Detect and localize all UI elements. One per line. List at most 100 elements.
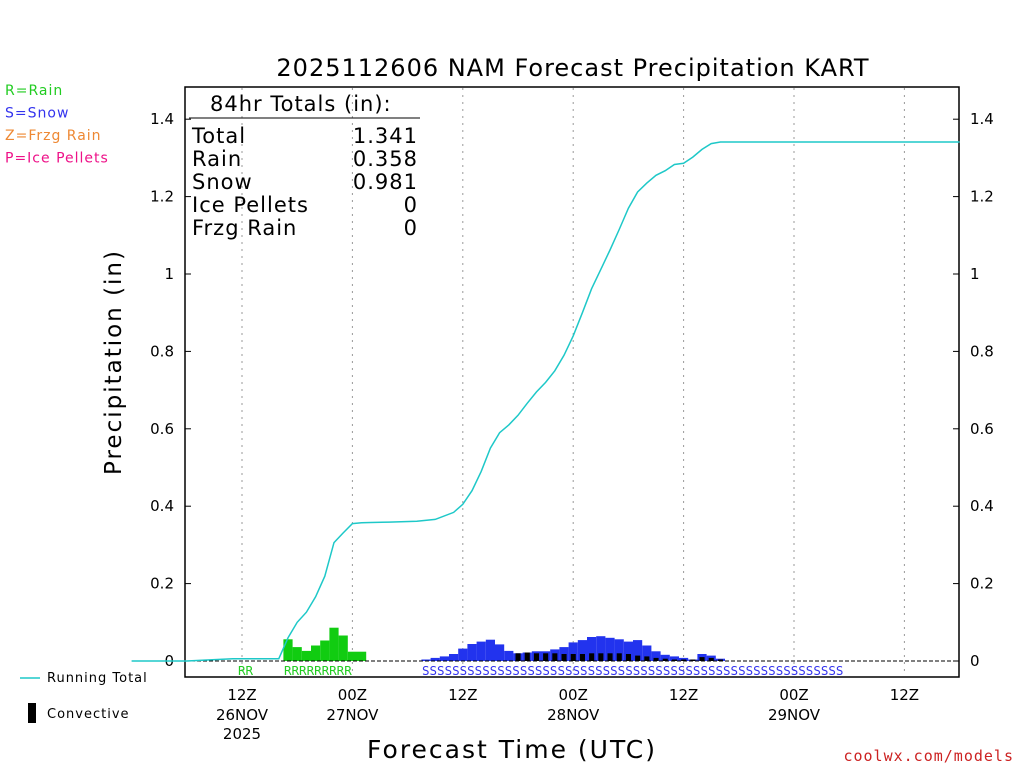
rain-bar (311, 645, 321, 661)
snow-bar (633, 640, 643, 661)
totals-row-value: 0 (404, 216, 418, 240)
precip-type-code: SSSSSSSSSSSSSSSSSSSSSSSSSSSSSSSSSSSSSSSS… (422, 663, 843, 678)
y-tick-label-left: 0.8 (150, 342, 174, 360)
snow-bar (439, 656, 449, 661)
precip-type-legend-item: Z=Frzg Rain (5, 128, 102, 144)
convective-bar (570, 654, 576, 661)
precip-type-legend: R=Rain S=Snow Z=Frzg Rain P=Ice Pellets (5, 83, 109, 167)
x-tick-year: 2025 (223, 725, 261, 743)
totals-row-value: 0.358 (353, 147, 418, 171)
snow-bar (614, 639, 624, 661)
y-tick-label-right: 0.6 (970, 420, 994, 438)
x-axis-label: Forecast Time (UTC) (367, 735, 657, 764)
convective-bar (607, 653, 613, 661)
snow-bar (605, 637, 615, 661)
totals-box: 84hr Totals (in): Total 1.341 Rain 0.358 Sno… (189, 92, 420, 240)
convective-legend-label: Convective (47, 707, 130, 722)
precip-type-legend-item: S=Snow (5, 106, 69, 122)
y-tick-label-left: 0.6 (150, 420, 174, 438)
rain-bar (357, 651, 367, 661)
convective-bar (543, 653, 549, 661)
rain-bar (347, 651, 357, 661)
y-tick-label-right: 1.2 (970, 188, 994, 206)
precip-type-code: RR (238, 663, 254, 678)
snow-bar (651, 651, 661, 661)
convective-bar (699, 657, 705, 661)
snow-bar (430, 657, 440, 661)
snow-bar (485, 639, 495, 661)
x-tick-label: 00Z (779, 686, 808, 704)
convective-bar (662, 658, 668, 661)
convective-bar (625, 654, 631, 661)
y-axis-label: Precipitation (in) (101, 249, 127, 475)
precip-type-legend-item: R=Rain (5, 83, 63, 99)
y-tick-label-left: 1.2 (150, 188, 174, 206)
snow-bar (623, 641, 633, 661)
convective-bar (671, 659, 677, 661)
convective-bar (589, 653, 595, 661)
totals-row-value: 1.341 (353, 124, 418, 148)
snow-bar (568, 642, 578, 661)
convective-bar (690, 659, 696, 661)
running-total-legend-label: Running Total (47, 671, 148, 686)
snow-bar (679, 657, 689, 661)
snow-bar (504, 650, 514, 661)
convective-bar (681, 659, 687, 661)
snow-bar (458, 648, 468, 661)
x-tick-label: 12Z (227, 686, 256, 704)
x-tick-label: 12Z (890, 686, 919, 704)
totals-row-name: Total (191, 124, 246, 148)
precip-type-legend-item: P=Ice Pellets (5, 151, 109, 167)
convective-bar (653, 657, 659, 661)
snow-bar (660, 654, 670, 661)
snow-bar (476, 641, 486, 661)
y-tick-label-left: 0.4 (150, 497, 174, 515)
y-tick-label-right: 0.4 (970, 497, 994, 515)
snow-bar (577, 640, 587, 661)
x-tick-date: 27NOV (326, 706, 379, 724)
credit-text: coolwx.com/models (843, 747, 1014, 765)
snow-bar (449, 654, 459, 661)
rain-bar (283, 639, 293, 661)
precip-type-code: RRRRRRRRR (284, 663, 352, 678)
totals-row-value: 0.981 (353, 170, 418, 194)
convective-legend: Convective (28, 703, 130, 723)
rain-bar (301, 650, 311, 661)
totals-row-value: 0 (404, 193, 418, 217)
y-tick-label-right: 1.4 (970, 110, 994, 128)
convective-bar (598, 653, 604, 661)
totals-row-name: Snow (192, 170, 253, 194)
convective-bar (561, 654, 567, 661)
x-tick-date: 28NOV (547, 706, 600, 724)
x-tick-date: 29NOV (768, 706, 821, 724)
y-axis-ticks: 0 00.2 0.20.4 0.40.6 0.60.8 0.81 11.2 1.21.4 1.4 (150, 110, 994, 670)
x-tick-label: 12Z (669, 686, 698, 704)
y-tick-label-left: 1.4 (150, 110, 174, 128)
precip-bars (283, 627, 725, 661)
totals-row-name: Rain (192, 147, 242, 171)
snow-bar (587, 637, 597, 661)
time-gridlines (241, 88, 905, 676)
convective-bar (515, 653, 521, 661)
convective-bar (635, 655, 641, 661)
chart-title: 2025112606 NAM Forecast Precipitation KA… (276, 54, 869, 82)
convective-bar (579, 654, 585, 661)
convective-legend-swatch (28, 703, 36, 723)
convective-bar (616, 653, 622, 661)
snow-bar (421, 659, 431, 661)
convective-bar (524, 652, 530, 661)
y-tick-label-right: 1 (970, 265, 980, 283)
convective-bar (552, 653, 558, 661)
snow-bar (495, 644, 505, 661)
precip-type-codes: RR RRRRRRRRR SSSSSSSSSSSSSSSSSSSSSSSSSSSSS… (238, 663, 843, 678)
y-tick-label-right: 0.8 (970, 342, 994, 360)
running-total-line (131, 141, 960, 662)
totals-row-name: Frzg Rain (192, 216, 297, 240)
convective-bar (644, 656, 650, 661)
convective-bar (717, 659, 723, 661)
totals-row-name: Ice Pellets (192, 193, 309, 217)
y-tick-label-right: 0.2 (970, 575, 994, 593)
rain-bar (292, 647, 302, 661)
